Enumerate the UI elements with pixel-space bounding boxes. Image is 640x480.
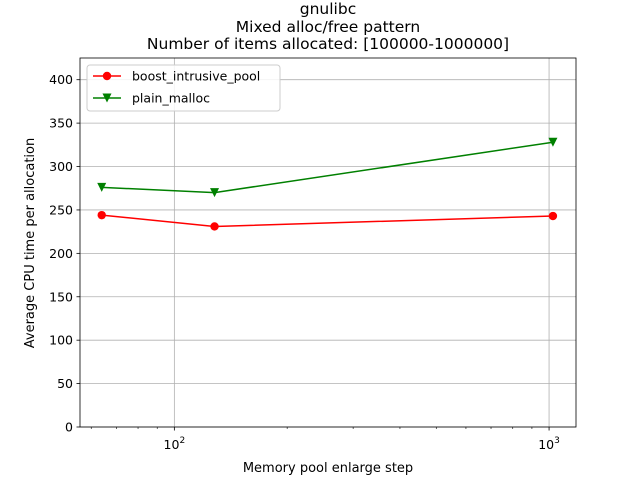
plot-frame bbox=[79, 57, 577, 428]
legend-label-boost-intrusive-pool: boost_intrusive_pool bbox=[132, 69, 260, 84]
data-point-plain-malloc bbox=[548, 137, 558, 147]
data-point-boost-intrusive-pool bbox=[210, 222, 219, 231]
legend-box bbox=[86, 64, 281, 112]
y-tick-label: 300 bbox=[49, 159, 73, 174]
y-tick-label: 250 bbox=[49, 202, 73, 217]
y-tick-label: 100 bbox=[49, 333, 73, 348]
legend: boost_intrusive_pool plain_malloc bbox=[86, 64, 281, 112]
y-tick-label: 0 bbox=[65, 420, 73, 435]
data-point-boost-intrusive-pool bbox=[97, 210, 106, 220]
series-layer bbox=[97, 137, 558, 231]
legend-marker-boost-intrusive-pool bbox=[102, 71, 112, 81]
y-tick-label: 50 bbox=[57, 376, 73, 391]
y-axis-label: Average CPU time per allocation bbox=[23, 138, 38, 348]
data-point-plain-malloc bbox=[210, 188, 220, 198]
chart-title-line-2: Mixed alloc/free pattern bbox=[236, 18, 420, 36]
legend-marker-plain-malloc bbox=[102, 93, 112, 103]
legend-label-plain-malloc: plain_malloc bbox=[132, 91, 210, 106]
data-point-boost-intrusive-pool bbox=[548, 211, 558, 221]
data-point-plain-malloc bbox=[97, 182, 107, 192]
x-axis-label: Memory pool enlarge step bbox=[243, 461, 413, 476]
chart-title-line-1: gnulibc bbox=[300, 0, 356, 18]
y-tick-label: 200 bbox=[49, 246, 73, 261]
y-tick-label: 350 bbox=[49, 116, 73, 131]
y-tick-label: 150 bbox=[49, 289, 73, 304]
chart-title-line-3: Number of items allocated: [100000-10000… bbox=[147, 35, 509, 53]
y-tick-label: 400 bbox=[49, 72, 73, 87]
